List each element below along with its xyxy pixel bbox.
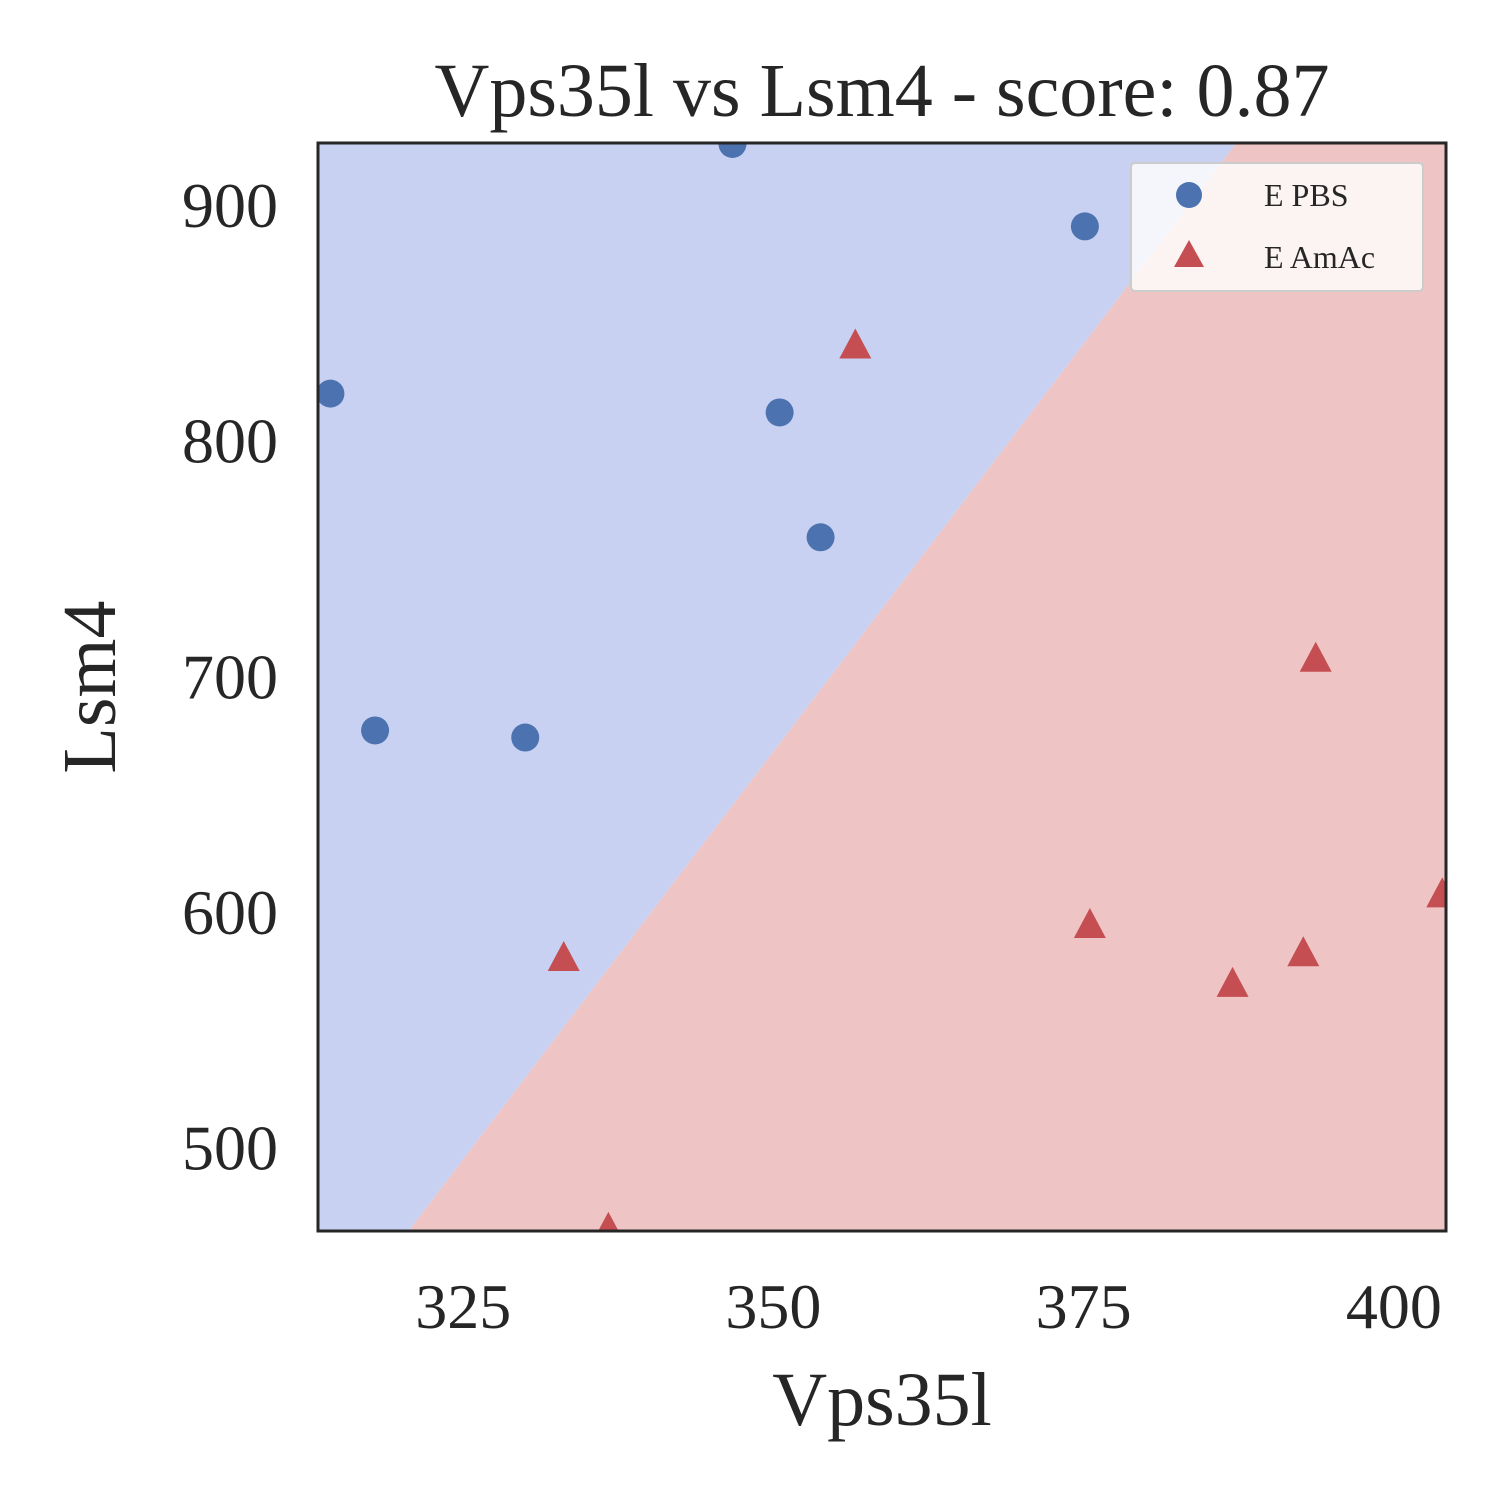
data-point-series1-4 — [1216, 966, 1249, 997]
data-point-series0-1 — [361, 716, 390, 745]
data-point-series1-7 — [1426, 877, 1446, 908]
y-tick-label: 700 — [182, 641, 278, 712]
legend: E PBS E AmAc — [1130, 162, 1424, 292]
data-point-series1-3 — [1073, 907, 1106, 938]
x-axis-ticks: 325 350 375 400 — [415, 1271, 1442, 1342]
data-point-series1-6 — [1299, 641, 1332, 672]
data-point-series0-0 — [318, 379, 345, 408]
x-axis-label: Vps35l — [772, 1358, 992, 1442]
amac-region — [408, 143, 1446, 1231]
y-tick-label: 500 — [182, 1112, 278, 1183]
legend-label-e-amac: E AmAc — [1264, 239, 1375, 275]
decision-regions — [318, 143, 1446, 1231]
y-tick-label: 900 — [182, 170, 278, 241]
x-tick-label: 375 — [1036, 1271, 1132, 1342]
data-points — [318, 143, 1446, 1231]
y-tick-label: 600 — [182, 877, 278, 948]
x-tick-label: 400 — [1346, 1271, 1442, 1342]
data-point-series1-5 — [1287, 936, 1320, 967]
data-point-series1-1 — [547, 940, 580, 971]
legend-label-e-pbs: E PBS — [1264, 177, 1348, 213]
chart-title: Vps35l vs Lsm4 - score: 0.87 — [434, 49, 1329, 133]
data-point-series1-2 — [598, 1211, 619, 1231]
legend-marker-e-pbs — [1176, 182, 1202, 208]
y-axis-ticks: 500 600 700 800 900 — [182, 170, 278, 1183]
data-point-series0-6 — [1070, 212, 1099, 241]
pbs-region — [318, 143, 1237, 1231]
legend-box — [1130, 162, 1424, 292]
y-tick-label: 800 — [182, 406, 278, 477]
data-point-series0-2 — [511, 723, 540, 752]
data-point-series0-5 — [806, 523, 835, 552]
x-tick-label: 325 — [415, 1271, 511, 1342]
data-point-series0-3 — [718, 143, 747, 158]
legend-marker-e-amac — [1174, 240, 1204, 267]
data-point-series0-4 — [765, 398, 794, 427]
data-point-series1-0 — [839, 328, 872, 359]
y-axis-label: Lsm4 — [48, 600, 132, 773]
plot-frame — [316, 141, 1448, 1233]
x-tick-label: 350 — [725, 1271, 821, 1342]
